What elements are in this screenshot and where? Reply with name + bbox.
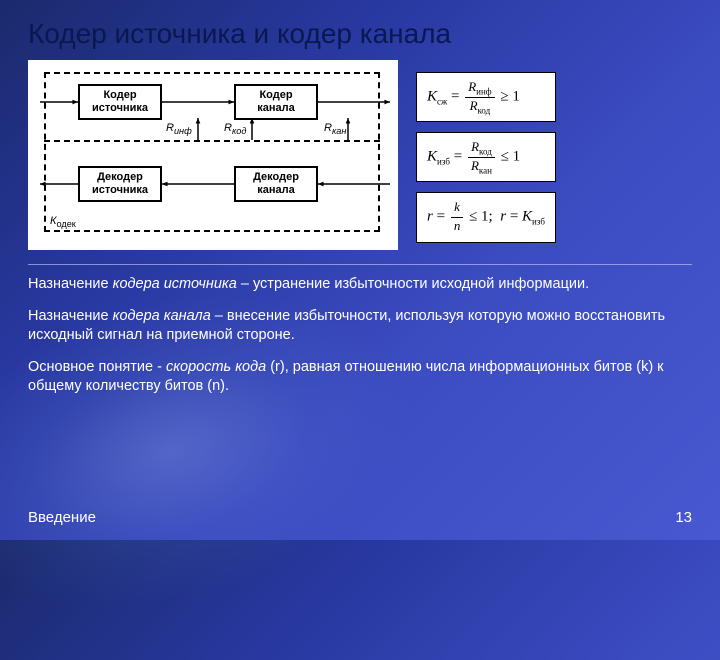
node-src_dec: Декодеристочника (78, 166, 162, 202)
node-src_enc: Кодеристочника (78, 84, 162, 120)
formula-1: Kизб = RкодRкан ≤ 1 (416, 132, 556, 182)
codec-diagram: Кодеристочника Кодерканала Декодеристочник… (28, 60, 398, 250)
node-ch_enc: Кодерканала (234, 84, 318, 120)
diagram-label: Кодек (50, 215, 76, 229)
content-row: Кодеристочника Кодерканала Декодеристочник… (28, 60, 692, 250)
paragraph-1: Назначение кодера канала – внесение избы… (28, 307, 692, 346)
formula-2: r = kn ≤ 1; r = Kизб (416, 192, 556, 242)
diagram-label: Rкан (324, 122, 346, 136)
node-ch_dec: Декодерканала (234, 166, 318, 202)
paragraph-0: Назначение кодера источника – устранение… (28, 275, 692, 295)
paragraph-2: Основное понятие - скорость кода (r), ра… (28, 358, 692, 397)
formula-0: Kсж = RинфRкод ≥ 1 (416, 72, 556, 122)
footer-page: 13 (675, 509, 692, 526)
formulas-column: Kсж = RинфRкод ≥ 1 Kизб = RкодRкан ≤ 1 r =… (416, 60, 556, 250)
footer: Введение 13 (28, 509, 692, 526)
diagram-label: Rинф (166, 122, 192, 136)
diagram-label: Rкод (224, 122, 246, 136)
footer-section: Введение (28, 509, 96, 526)
slide-title: Кодер источника и кодер канала (28, 18, 692, 50)
divider (28, 264, 692, 265)
